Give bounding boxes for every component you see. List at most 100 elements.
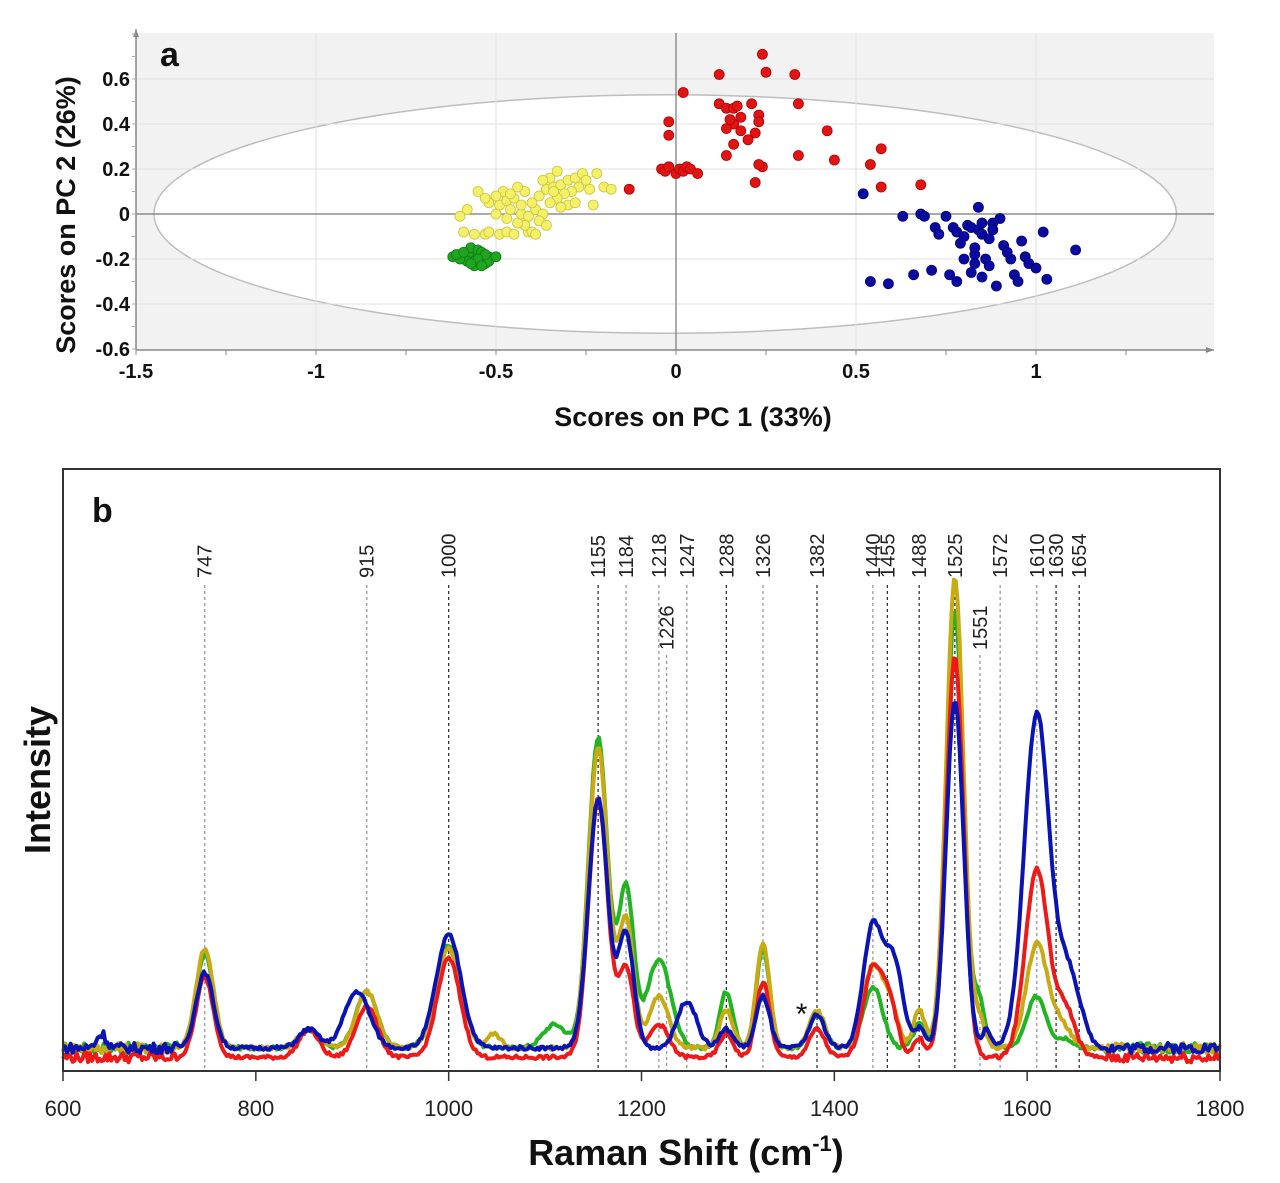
data-point [461, 204, 473, 215]
annotation-asterisk: * [796, 998, 808, 1031]
x-axis-title-main: Raman Shift (cm [528, 1132, 812, 1173]
data-point [465, 258, 477, 269]
data-point [987, 224, 999, 236]
peak-label: 1000 [439, 534, 461, 579]
data-point [742, 134, 754, 146]
data-point [857, 188, 869, 200]
x-tick-label: 1600 [1003, 1096, 1052, 1121]
x-axis-title-tail: ) [832, 1132, 844, 1173]
data-point [721, 123, 732, 134]
x-tick-label: -1.5 [119, 361, 153, 383]
data-point [915, 179, 927, 191]
data-point [677, 87, 689, 98]
series-blue-group [857, 188, 1081, 292]
panel-b-y-axis-title: Intensity [17, 706, 58, 854]
x-tick-label: 800 [237, 1096, 274, 1121]
data-point [753, 159, 765, 170]
data-point [940, 210, 952, 222]
panel-a-points [447, 48, 1081, 292]
data-point [533, 190, 545, 202]
data-point [746, 98, 757, 110]
data-point [721, 150, 732, 161]
spectrum-blue [62, 701, 1222, 1055]
data-point [973, 201, 984, 213]
data-point [555, 201, 567, 213]
data-point [544, 197, 556, 209]
x-axis-title-superscript: -1 [812, 1131, 832, 1156]
peak-label: 1288 [716, 534, 738, 579]
data-point [1041, 273, 1053, 285]
data-point [483, 226, 495, 238]
data-point [591, 168, 603, 179]
data-point [1037, 226, 1049, 238]
peak-label: 1440 [863, 534, 885, 579]
panel-label-b: b [92, 492, 113, 530]
data-point [530, 228, 541, 240]
data-point [551, 165, 563, 177]
panel-b-x-ticks: 600 800 1000 1200 1400 1600 1800 [45, 1071, 1244, 1121]
peak-label: 1654 [1069, 534, 1091, 579]
data-point [926, 264, 937, 276]
data-point [958, 253, 970, 265]
data-point [749, 127, 761, 139]
x-tick-label: 0.5 [842, 361, 870, 383]
peak-label: 1610 [1027, 534, 1049, 579]
data-point [523, 210, 534, 222]
data-point [749, 177, 761, 188]
data-point [821, 125, 833, 137]
series-red-group [623, 48, 927, 195]
data-point [526, 197, 538, 209]
data-point [541, 219, 552, 231]
data-point [458, 226, 470, 238]
panel-a-x-axis-title: Scores on PC 1 (33%) [554, 402, 832, 432]
peak-label: 1488 [909, 534, 931, 579]
x-tick-label: 1200 [617, 1096, 666, 1121]
panel-a-y-axis-title: Scores on PC 2 (26%) [51, 76, 81, 354]
panel-label-a: a [160, 36, 180, 74]
panel-a-x-tick-labels: -1.5 -1 -0.5 0 0.5 1 [119, 361, 1042, 383]
data-point [969, 242, 981, 254]
data-point [919, 210, 930, 222]
data-point [793, 150, 804, 161]
data-point [713, 69, 725, 80]
data-point [468, 228, 480, 240]
panel-a-scatter: -1.5 -1 -0.5 0 0.5 1 -0.6 -0.4 -0.2 0 0.2 0.4 0.6 a… [51, 29, 1214, 432]
data-point [490, 190, 502, 202]
spectrum-red [61, 656, 1222, 1065]
data-point [512, 217, 523, 229]
y-tick-label: 0 [119, 204, 130, 226]
peak-label: 1572 [990, 534, 1012, 579]
x-tick-label: 1 [1030, 361, 1041, 383]
data-point [623, 183, 635, 195]
data-point [472, 186, 484, 197]
peak-label: 1382 [807, 534, 829, 579]
peak-label: 1630 [1046, 534, 1068, 579]
data-point [883, 278, 894, 290]
data-point [569, 197, 581, 209]
x-tick-label: -1 [307, 361, 325, 383]
x-tick-label: 0 [670, 361, 681, 383]
y-axis-arrow [133, 29, 139, 37]
peak-label: 1155 [588, 535, 610, 578]
data-point [605, 183, 617, 195]
data-point [897, 210, 909, 222]
panel-a-y-tick-labels: -0.6 -0.4 -0.2 0 0.2 0.4 0.6 [96, 69, 131, 361]
data-point [875, 181, 887, 193]
series-green-group [447, 242, 502, 272]
peak-label: 1226 [657, 606, 679, 651]
data-point [504, 204, 516, 215]
peak-label: 1247 [677, 534, 699, 579]
data-point [458, 246, 470, 258]
data-point [501, 213, 513, 224]
data-point [908, 269, 919, 281]
y-tick-label: 0.2 [102, 159, 130, 181]
data-point [976, 271, 988, 283]
x-tick-label: 1000 [424, 1096, 473, 1121]
spectrum-yellow [61, 577, 1222, 1055]
data-point [490, 208, 502, 220]
data-point [760, 66, 772, 78]
spectra-lines [61, 577, 1222, 1065]
data-point [1016, 235, 1027, 247]
data-point [724, 114, 736, 125]
